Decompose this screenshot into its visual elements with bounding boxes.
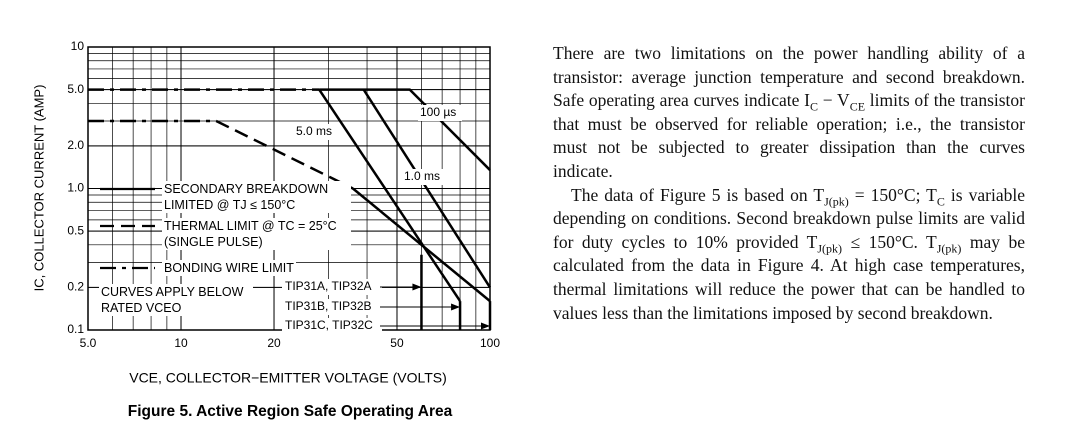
x-tick-label: 20	[267, 336, 281, 350]
x-tick-label: 100	[480, 336, 500, 350]
arrow-head	[451, 303, 461, 311]
text-run: − V	[817, 90, 850, 111]
label-bg	[294, 124, 338, 140]
legend-label: SECONDARY BREAKDOWN LIMITED @ TJ ≤ 150°C	[162, 181, 351, 213]
legend-label: THERMAL LIMIT @ TC = 25°C (SINGLE PULSE)	[162, 218, 351, 250]
text-run: limits of the transistor that must be ob…	[553, 90, 1025, 181]
series-line	[362, 88, 492, 289]
arrow-head	[481, 322, 490, 330]
y-tick-label: 2.0	[67, 138, 84, 152]
y-tick-label: 1.0	[67, 181, 84, 195]
chart: VCE, COLLECTOR−EMITTER VOLTAGE (VOLTS) I…	[31, 39, 500, 420]
body-text: There are two limitations on the power h…	[553, 42, 1025, 325]
text-run: is variable depending on conditions. Sec…	[553, 184, 1025, 252]
series-line	[318, 88, 462, 302]
label-bg	[282, 318, 382, 334]
paragraph: There are two limitations on the power h…	[553, 42, 1025, 184]
x-axis-label: VCE, COLLECTOR−EMITTER VOLTAGE (VOLTS)	[129, 370, 447, 386]
text-run: The data of Figure 5 is based on T	[571, 184, 825, 205]
paragraph: The data of Figure 5 is based on TJ(pk) …	[553, 184, 1025, 326]
label-bg	[418, 105, 462, 121]
series-label: TIP31A, TIP32A	[285, 279, 372, 293]
y-tick-label: 0.2	[67, 280, 84, 294]
series-label: 5.0 ms	[296, 124, 332, 138]
subscript: C	[809, 99, 818, 114]
series-label: 100 µs	[420, 105, 456, 119]
x-tick-label: 5.0	[80, 336, 97, 350]
label-bg	[402, 169, 446, 185]
subscript: J(pk)	[936, 241, 962, 256]
subscript: CE	[849, 99, 866, 114]
figure-caption: Figure 5. Active Region Safe Operating A…	[128, 403, 453, 420]
arrow-head	[412, 283, 422, 291]
series-line	[319, 88, 491, 171]
x-tick-label: 10	[174, 336, 188, 350]
legend-label: BONDING WIRE LIMIT	[162, 260, 296, 276]
y-tick-label: 10	[71, 39, 85, 53]
subscript: J(pk)	[817, 241, 843, 256]
text-run: There are two limitations on the power h…	[553, 43, 1025, 111]
series-line	[215, 119, 354, 190]
x-tick-label: 50	[390, 336, 404, 350]
series-label: 1.0 ms	[404, 169, 440, 183]
y-tick-label: 5.0	[67, 82, 84, 96]
y-tick-label: 0.1	[67, 322, 84, 336]
series-label: TIP31C, TIP32C	[285, 318, 373, 332]
y-axis-label: IC, COLLECTOR CURRENT (AMP)	[31, 85, 46, 292]
text-run: ≤ 150°C. T	[842, 231, 937, 252]
series-label: TIP31B, TIP32B	[285, 299, 372, 313]
text-run: = 150°C; T	[848, 184, 937, 205]
subscript: J(pk)	[824, 194, 849, 209]
label-bg	[282, 279, 382, 295]
label-bg	[282, 299, 382, 315]
y-tick-label: 0.5	[67, 223, 84, 237]
text-run: may be calculated from the data in Figur…	[553, 231, 1025, 323]
annotation: CURVES APPLY BELOW RATED VCEO	[99, 284, 253, 316]
subscript: C	[936, 194, 945, 209]
